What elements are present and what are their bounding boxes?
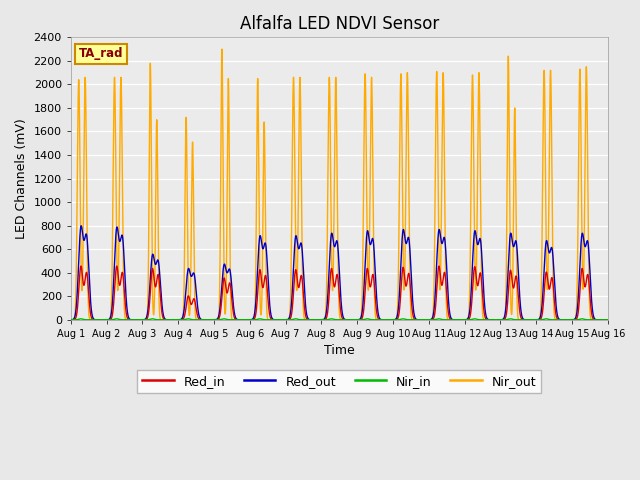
Legend: Red_in, Red_out, Nir_in, Nir_out: Red_in, Red_out, Nir_in, Nir_out bbox=[138, 370, 541, 393]
Title: Alfalfa LED NDVI Sensor: Alfalfa LED NDVI Sensor bbox=[240, 15, 439, 33]
Text: TA_rad: TA_rad bbox=[79, 47, 124, 60]
X-axis label: Time: Time bbox=[324, 344, 355, 357]
Y-axis label: LED Channels (mV): LED Channels (mV) bbox=[15, 118, 28, 239]
